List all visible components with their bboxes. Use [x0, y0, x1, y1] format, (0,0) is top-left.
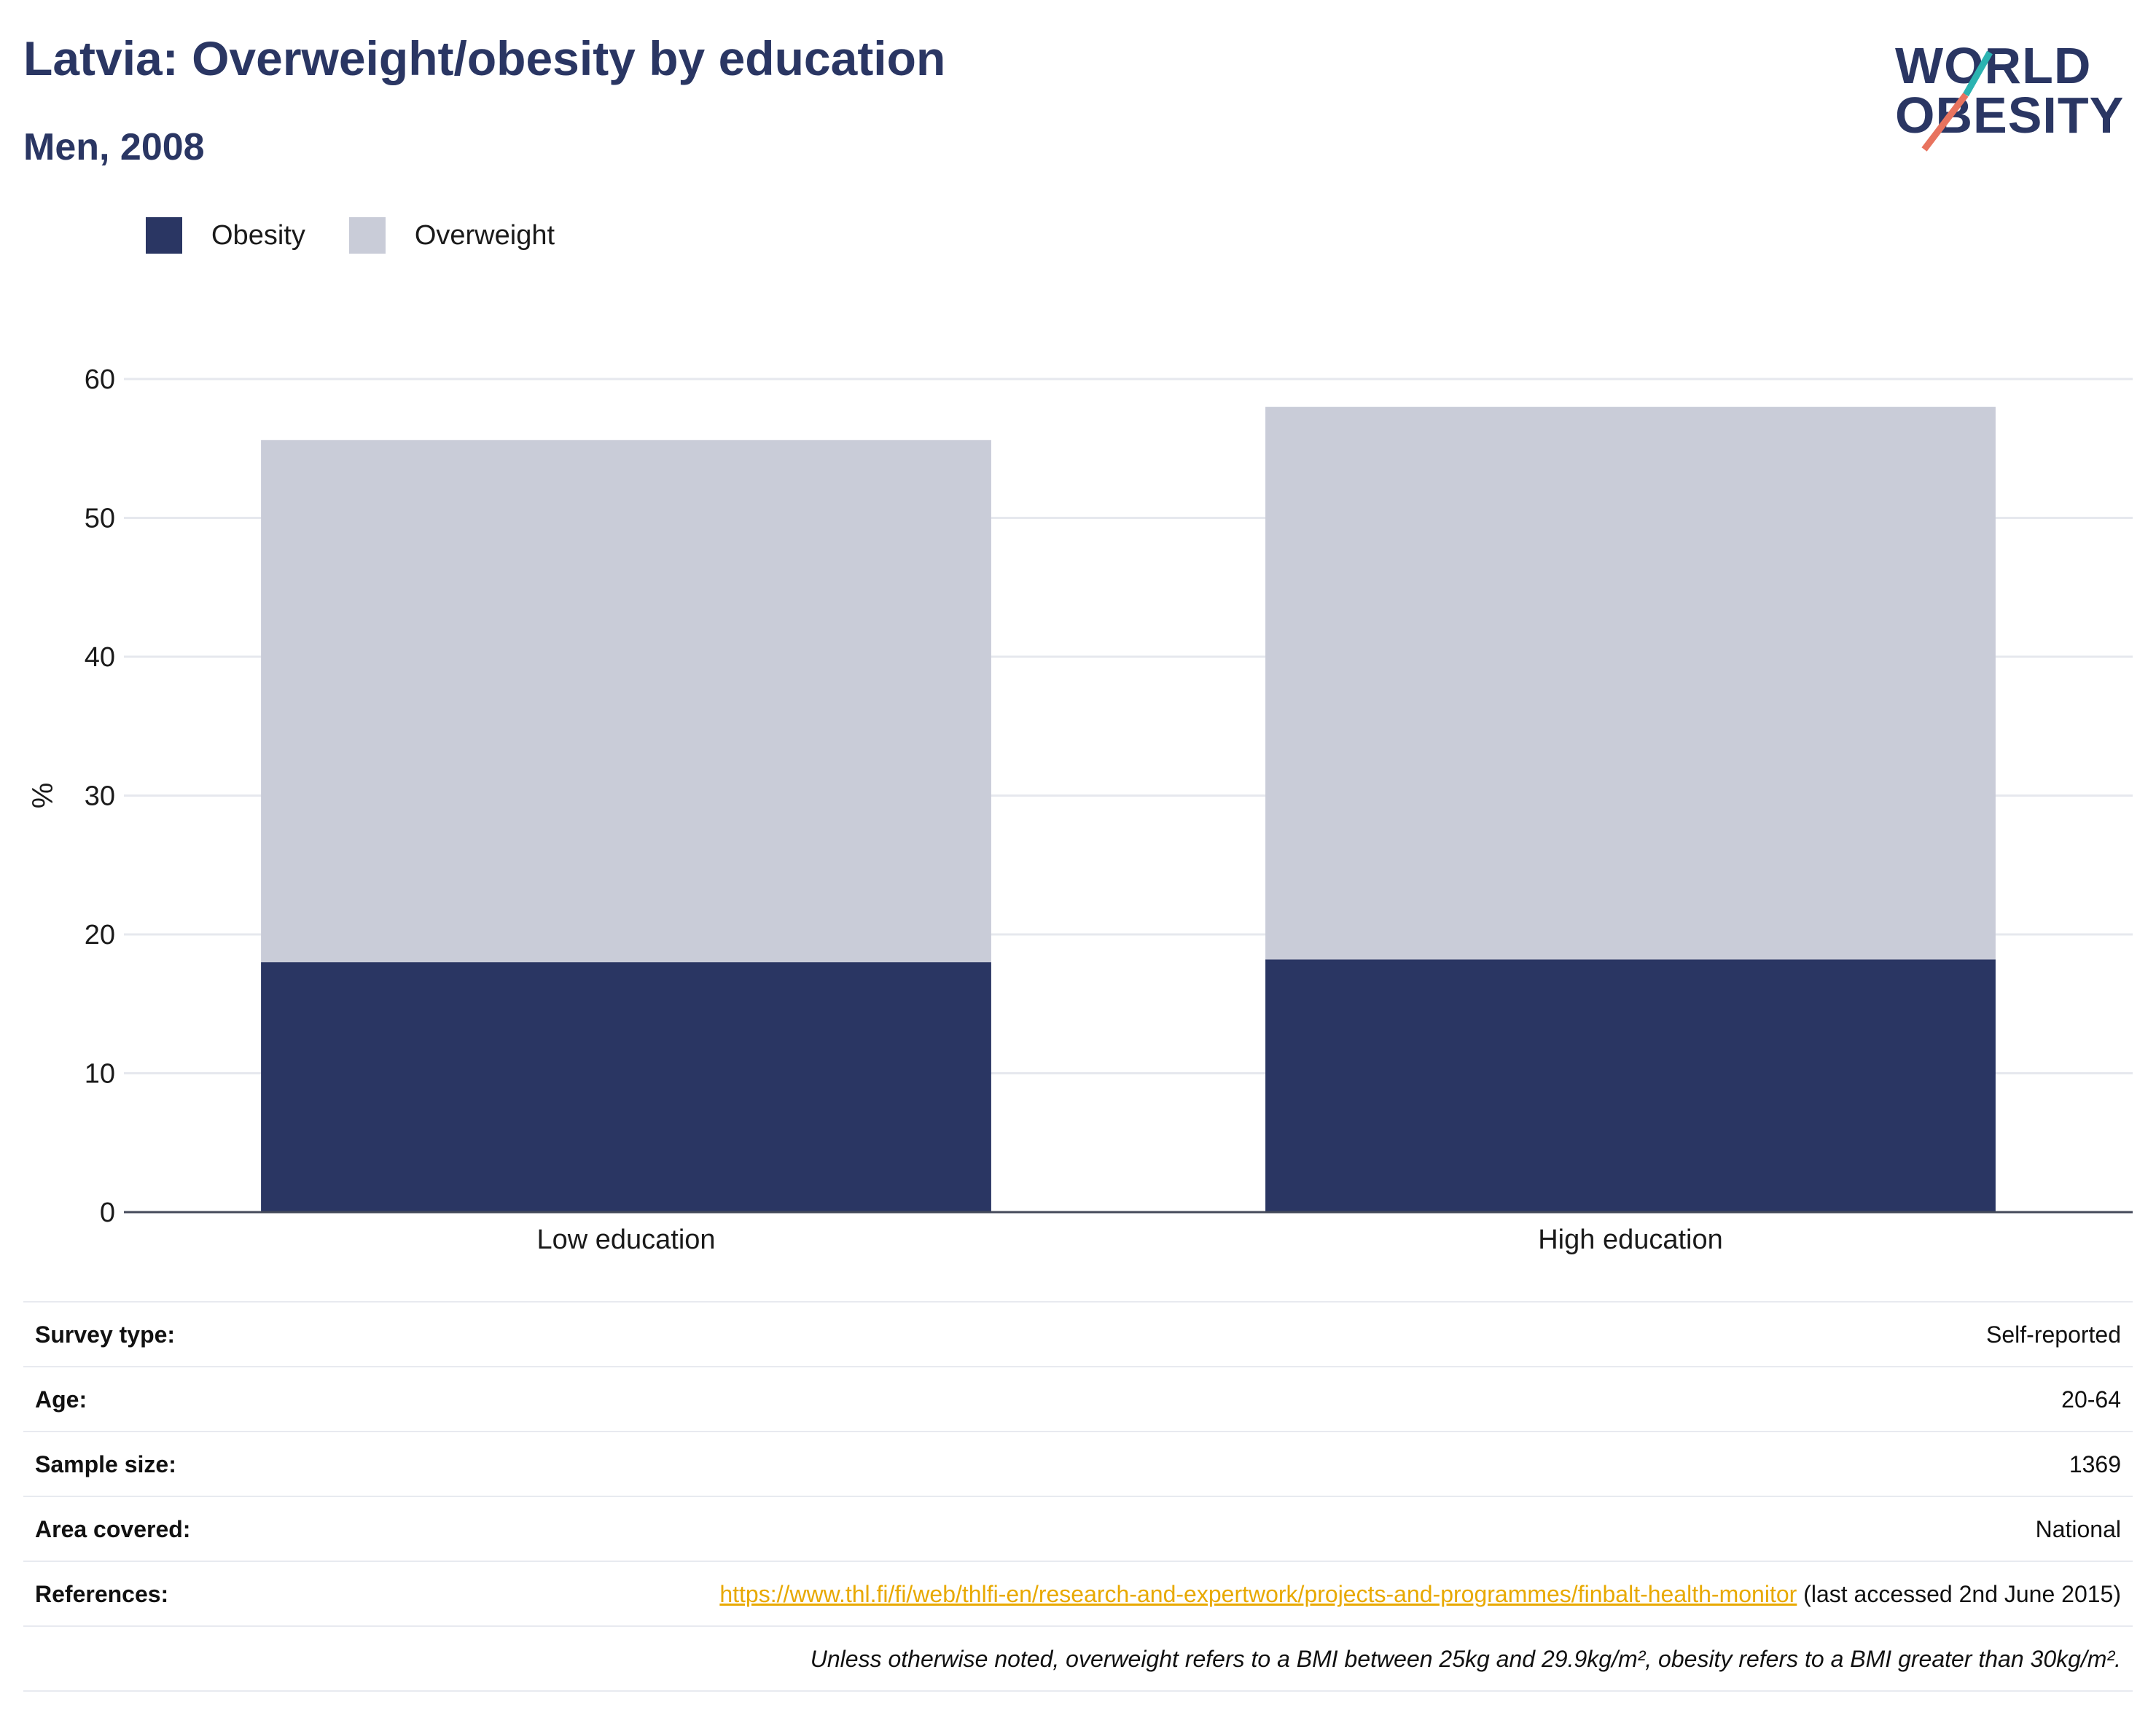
world-obesity-logo: WORLD OBESITY	[1895, 29, 2143, 153]
chart-title: Latvia: Overweight/obesity by education	[23, 31, 946, 85]
info-row-area: Area covered: National	[23, 1497, 2133, 1562]
bar-overweight-high-education	[1265, 407, 1996, 960]
logo-line-1: WORLD	[1895, 37, 2092, 94]
x-tick-label: Low education	[536, 1225, 715, 1255]
survey-type-label: Survey type:	[35, 1321, 176, 1348]
y-tick-label: 0	[100, 1198, 115, 1228]
info-row-age: Age: 20-64	[23, 1367, 2133, 1432]
sample-size-label: Sample size:	[35, 1451, 176, 1477]
info-row-survey-type: Survey type: Self-reported	[23, 1303, 2133, 1367]
y-tick-label: 30	[85, 781, 115, 812]
y-tick-label: 40	[85, 642, 115, 673]
legend-item-obesity[interactable]: Obesity	[146, 217, 305, 254]
info-row-references: References: https://www.thl.fi/fi/web/th…	[23, 1562, 2133, 1627]
reference-link[interactable]: https://www.thl.fi/fi/web/thlfi-en/resea…	[719, 1581, 1797, 1607]
y-tick-label: 20	[85, 920, 115, 950]
stacked-bar-chart: 0 10 20 30 40 50 60% Low education High educatio…	[27, 364, 2133, 1255]
y-tick-label: 50	[85, 504, 115, 534]
info-row-sample-size: Sample size: 1369	[23, 1432, 2133, 1497]
legend-swatch-overweight	[348, 217, 386, 254]
references-value: https://www.thl.fi/fi/web/thlfi-en/resea…	[719, 1581, 2121, 1608]
references-label: References:	[35, 1581, 169, 1607]
age-value: 20-64	[2061, 1386, 2121, 1413]
metadata-table: Survey type: Self-reported Age: 20-64 Sa…	[23, 1301, 2133, 1692]
age-label: Age:	[35, 1386, 87, 1413]
area-covered-value: National	[2035, 1516, 2121, 1542]
logo-slash-icon	[1921, 50, 1993, 152]
bmi-definition-note: Unless otherwise noted, overweight refer…	[23, 1627, 2133, 1692]
survey-type-value: Self-reported	[1986, 1321, 2121, 1348]
sample-size-value: 1369	[2069, 1451, 2121, 1477]
y-tick-label: 60	[85, 364, 115, 395]
legend-label-overweight: Overweight	[414, 219, 555, 251]
area-covered-label: Area covered:	[35, 1516, 191, 1542]
bar-obesity-high-education	[1265, 959, 1996, 1212]
legend-item-overweight[interactable]: Overweight	[348, 217, 555, 254]
chart-legend: Obesity Overweight	[146, 217, 598, 254]
bar-overweight-low-education	[261, 440, 991, 963]
y-axis-title: %	[27, 783, 59, 809]
legend-swatch-obesity	[146, 217, 182, 254]
reference-accessed-note: (last accessed 2nd June 2015)	[1797, 1581, 2121, 1607]
x-tick-label: High education	[1538, 1225, 1723, 1255]
y-tick-label: 10	[85, 1059, 115, 1090]
legend-label-obesity: Obesity	[211, 219, 305, 251]
chart-subtitle: Men, 2008	[23, 126, 205, 168]
bar-obesity-low-education	[261, 962, 991, 1212]
